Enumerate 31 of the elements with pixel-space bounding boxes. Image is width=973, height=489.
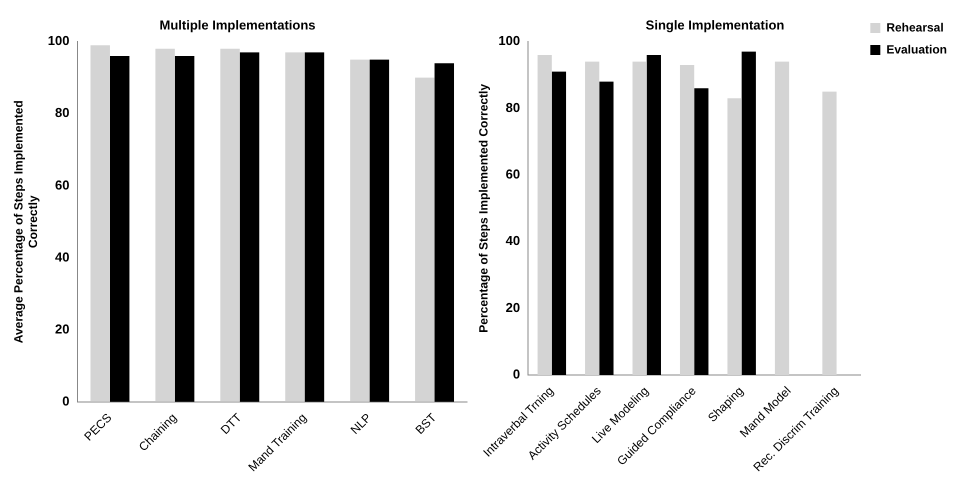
bar bbox=[599, 82, 614, 376]
x-tick-label: NLP bbox=[348, 410, 374, 437]
y-tick-label: 100 bbox=[48, 33, 70, 48]
legend-label: Rehearsal bbox=[886, 20, 944, 34]
bar bbox=[680, 64, 694, 376]
y-tick-label: 80 bbox=[506, 100, 520, 115]
y-tick-label: 80 bbox=[55, 105, 70, 120]
y-tick-label: 40 bbox=[55, 249, 70, 264]
bar bbox=[632, 62, 647, 376]
y-axis-title: Percentage of Steps Implemented Correctly bbox=[476, 84, 491, 333]
y-axis-title: Average Percentage of Steps Implemented Correctly bbox=[12, 100, 40, 344]
bar bbox=[552, 72, 566, 376]
y-tick-label: 0 bbox=[512, 366, 520, 382]
y-tick-label: 20 bbox=[506, 300, 520, 315]
y-tick-label: 20 bbox=[55, 321, 70, 336]
chart-title: Multiple Implementations bbox=[159, 17, 316, 32]
bar bbox=[694, 88, 708, 376]
bar bbox=[727, 98, 742, 376]
bar bbox=[585, 62, 600, 376]
bar bbox=[742, 52, 756, 376]
y-tick-label: 0 bbox=[62, 393, 70, 408]
bar bbox=[646, 54, 661, 376]
y-tick-label: 40 bbox=[506, 233, 520, 248]
legend-label: Evaluation bbox=[886, 42, 948, 56]
chart-title: Single Implementation bbox=[646, 17, 784, 32]
y-tick-label: 60 bbox=[55, 177, 70, 192]
bar bbox=[822, 92, 837, 376]
bar bbox=[774, 62, 790, 376]
y-tick-label: 100 bbox=[498, 33, 520, 48]
bar bbox=[538, 54, 552, 376]
y-tick-label: 60 bbox=[506, 166, 520, 182]
